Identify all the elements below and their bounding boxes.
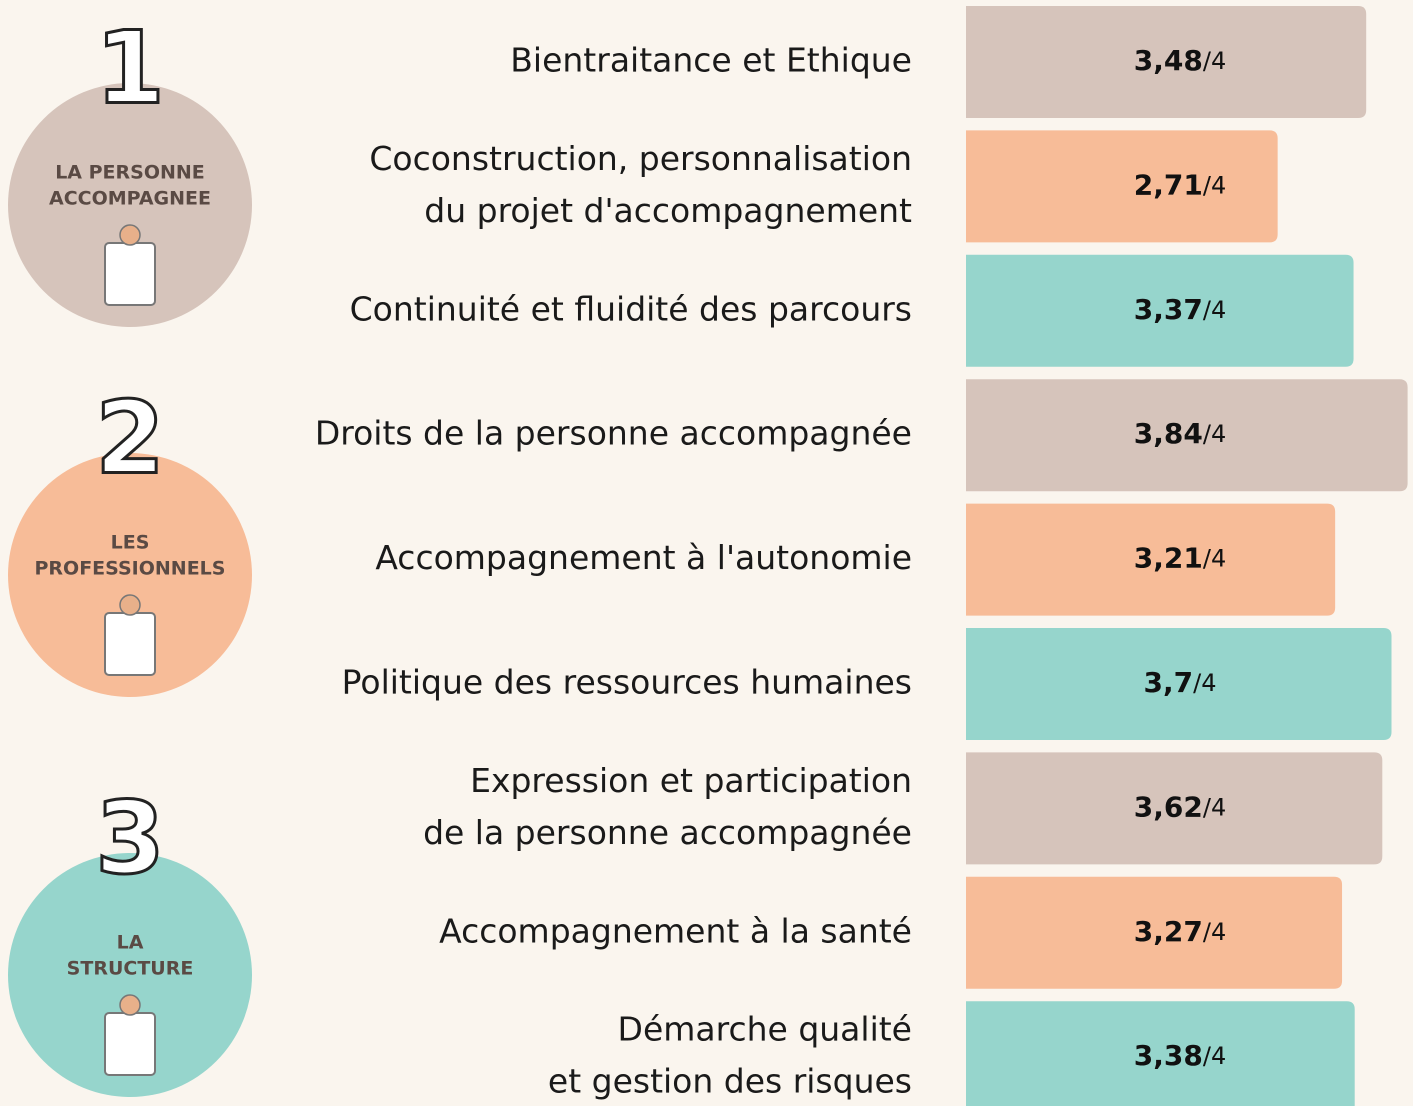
value-number: 3,48 — [1134, 44, 1203, 77]
value-number: 2,71 — [1134, 168, 1203, 201]
value-number: 3,27 — [1134, 915, 1203, 948]
value-scale: /4 — [1203, 420, 1226, 448]
group-label: PROFESSIONNELS — [35, 558, 226, 580]
category-label: du projet d'accompagnement — [424, 191, 912, 230]
group-icon — [120, 225, 140, 245]
group-number: 3 — [95, 779, 165, 896]
group-icon — [120, 595, 140, 615]
value-scale: /4 — [1203, 918, 1226, 946]
value-scale: /4 — [1203, 793, 1226, 821]
group-number: 2 — [95, 379, 165, 496]
value-number: 3,38 — [1134, 1039, 1203, 1072]
value-label: 2,71/4 — [1134, 168, 1226, 201]
chart: 1 LA PERSONNE ACCOMPAGNEE 2 LES PROFESSIONNEL… — [0, 0, 1413, 1106]
value-scale: /4 — [1203, 1042, 1226, 1070]
category-label: Accompagnement à la santé — [439, 911, 912, 950]
category-label: Continuité et fluidité des parcours — [350, 289, 912, 328]
group-icon — [120, 995, 140, 1015]
category-label: et gestion des risques — [548, 1062, 912, 1101]
value-scale: /4 — [1203, 47, 1226, 75]
group-label: STRUCTURE — [67, 958, 194, 980]
group-icon — [105, 1013, 155, 1075]
category-label: Droits de la personne accompagnée — [315, 414, 912, 453]
category-label: Bientraitance et Ethique — [510, 41, 912, 80]
value-number: 3,37 — [1134, 293, 1203, 326]
value-scale: /4 — [1203, 296, 1226, 324]
value-label: 3,84/4 — [1134, 417, 1226, 450]
category-label: Démarche qualité — [618, 1010, 912, 1049]
group-label: LA PERSONNE — [55, 162, 205, 184]
group-label: ACCOMPAGNEE — [49, 188, 211, 210]
value-scale: /4 — [1203, 545, 1226, 573]
value-number: 3,7 — [1144, 666, 1194, 699]
value-number: 3,62 — [1134, 790, 1203, 823]
category-label: Expression et participation — [470, 761, 912, 800]
group-label: LES — [111, 532, 150, 554]
bar — [966, 130, 1278, 242]
value-label: 3,7/4 — [1144, 666, 1217, 699]
value-scale: /4 — [1203, 171, 1226, 199]
group-label: LA — [117, 932, 144, 954]
value-label: 3,62/4 — [1134, 790, 1226, 823]
group-icon — [105, 613, 155, 675]
category-label: Coconstruction, personnalisation — [369, 139, 912, 178]
value-number: 3,21 — [1134, 542, 1203, 575]
category-label: Accompagnement à l'autonomie — [375, 538, 912, 577]
value-label: 3,38/4 — [1134, 1039, 1226, 1072]
category-label: de la personne accompagnée — [423, 813, 912, 852]
group-icon — [105, 243, 155, 305]
group-number: 1 — [95, 9, 165, 126]
value-label: 3,27/4 — [1134, 915, 1226, 948]
value-label: 3,48/4 — [1134, 44, 1226, 77]
value-scale: /4 — [1193, 669, 1216, 697]
value-label: 3,21/4 — [1134, 542, 1226, 575]
value-number: 3,84 — [1134, 417, 1203, 450]
value-label: 3,37/4 — [1134, 293, 1226, 326]
category-label: Politique des ressources humaines — [342, 663, 912, 702]
